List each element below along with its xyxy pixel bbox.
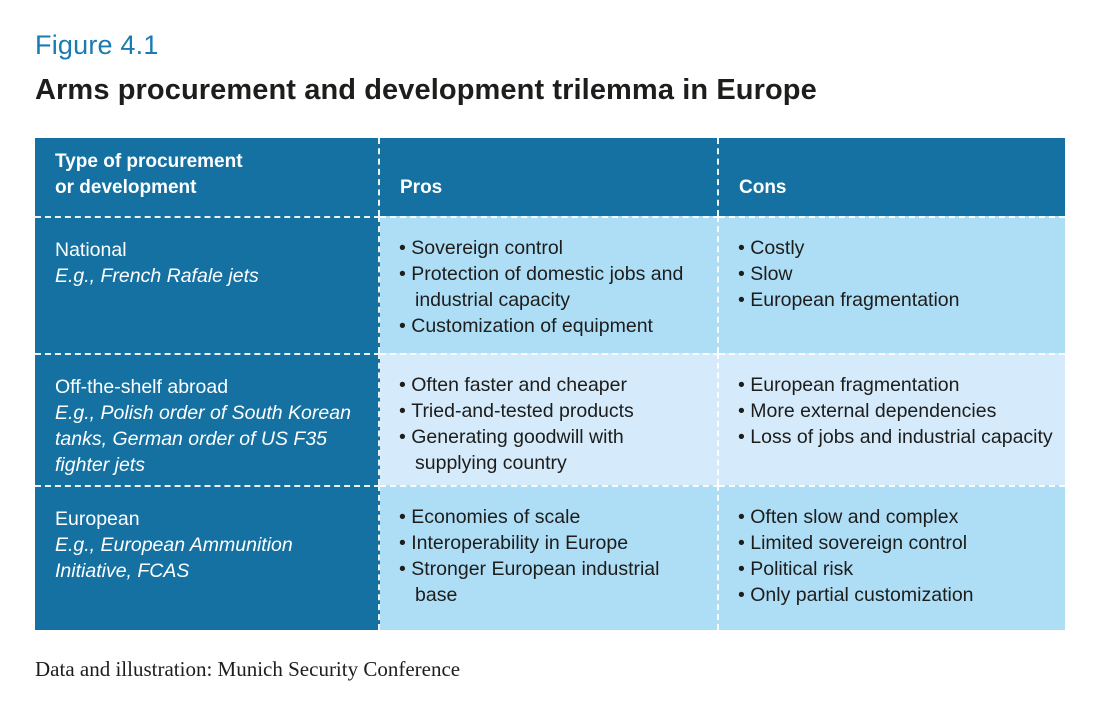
list-item: Generating goodwill with supplying count… (399, 424, 705, 476)
list-item: European fragmentation (738, 372, 1053, 398)
list-item: Interoperability in Europe (399, 530, 705, 556)
list-item: Tried-and-tested products (399, 398, 705, 424)
header-cell-pros: Pros (380, 138, 719, 216)
row-national-cons-cell: Costly Slow European fragmentation (719, 216, 1065, 353)
row-offtheshelf-cons-list: European fragmentation More external dep… (738, 372, 1053, 450)
row-european-pros-list: Economies of scale Interoperability in E… (399, 504, 705, 608)
list-item: Sovereign control (399, 235, 705, 261)
list-item: Limited sovereign control (738, 530, 1053, 556)
row-national-type-cell: National E.g., French Rafale jets (35, 216, 380, 353)
row-offtheshelf-name: Off-the-shelf abroad (55, 376, 229, 398)
list-item: Often slow and complex (738, 504, 1053, 530)
row-offtheshelf-example: E.g., Polish order of South Korean tanks… (55, 402, 351, 476)
row-national-cons-list: Costly Slow European fragmentation (738, 235, 1053, 313)
header-cell-cons: Cons (719, 138, 1065, 216)
header-type-label: Type of procurement or development (55, 151, 243, 198)
list-item: Loss of jobs and industrial capacity (738, 424, 1053, 450)
list-item: Only partial customization (738, 582, 1053, 608)
list-item: Slow (738, 261, 1053, 287)
row-european-type-cell: European E.g., European Ammunition Initi… (35, 485, 380, 630)
header-pros-label: Pros (400, 177, 443, 198)
source-credit: Data and illustration: Munich Security C… (35, 657, 461, 681)
row-offtheshelf-pros-list: Often faster and cheaper Tried-and-teste… (399, 372, 705, 476)
list-item: Protection of domestic jobs and industri… (399, 261, 705, 313)
list-item: Often faster and cheaper (399, 372, 705, 398)
header-cons-label: Cons (739, 177, 787, 198)
row-offtheshelf-cons-cell: European fragmentation More external dep… (719, 353, 1065, 485)
list-item: European fragmentation (738, 287, 1053, 313)
row-national-pros-cell: Sovereign control Protection of domestic… (380, 216, 719, 353)
list-item: Economies of scale (399, 504, 705, 530)
list-item: More external dependencies (738, 398, 1053, 424)
procurement-trilemma-table: Type of procurement or development Pros … (35, 138, 1065, 630)
row-european-pros-cell: Economies of scale Interoperability in E… (380, 485, 719, 630)
row-offtheshelf-pros-cell: Often faster and cheaper Tried-and-teste… (380, 353, 719, 485)
list-item: Political risk (738, 556, 1053, 582)
row-european-example: E.g., European Ammunition Initiative, FC… (55, 534, 293, 582)
list-item: Stronger European industrial base (399, 556, 705, 608)
row-national-name: National (55, 239, 127, 261)
row-european-cons-cell: Often slow and complex Limited sovereign… (719, 485, 1065, 630)
header-cell-type: Type of procurement or development (35, 138, 380, 216)
figure-title: Arms procurement and development trilemm… (35, 74, 817, 106)
row-european-cons-list: Often slow and complex Limited sovereign… (738, 504, 1053, 608)
figure-number-label: Figure 4.1 (35, 30, 159, 60)
row-national-pros-list: Sovereign control Protection of domestic… (399, 235, 705, 339)
row-national-example: E.g., French Rafale jets (55, 265, 259, 287)
row-european-name: European (55, 508, 140, 530)
list-item: Customization of equipment (399, 313, 705, 339)
row-offtheshelf-type-cell: Off-the-shelf abroad E.g., Polish order … (35, 353, 380, 485)
list-item: Costly (738, 235, 1053, 261)
